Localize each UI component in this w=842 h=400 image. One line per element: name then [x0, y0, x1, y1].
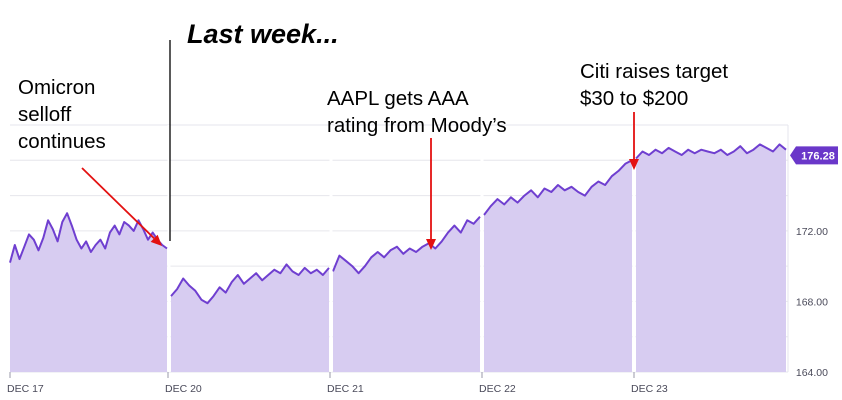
line-segment-dec-23 — [635, 143, 787, 160]
area-segment-dec-17 — [10, 213, 167, 372]
annotation-line: Omicron — [18, 76, 96, 99]
x-axis-ticks: DEC 17 DEC 20 DEC 21 DEC 22 DEC 23 — [7, 372, 668, 395]
annotation-line: $30 to $200 — [580, 87, 689, 110]
x-tick-label: DEC 20 — [165, 383, 202, 395]
price-area — [10, 144, 786, 372]
area-segment-dec-23 — [636, 144, 786, 372]
last-price-badge: 176.28 — [790, 146, 838, 165]
arrow-citi — [629, 112, 639, 170]
last-price-badge-shape — [790, 146, 838, 165]
annotation-citi: Citi raises target $30 to $200 — [580, 58, 728, 112]
arrow-shaft — [81, 167, 155, 239]
annotation-line: continues — [18, 130, 106, 153]
annotation-line: AAPL gets AAA — [327, 87, 469, 110]
arrow-head — [426, 239, 436, 250]
annotation-line: rating from Moody’s — [327, 114, 507, 137]
arrow-omicron — [81, 167, 162, 246]
x-tick-label: DEC 17 — [7, 383, 44, 395]
area-segment-dec-20 — [171, 264, 329, 372]
annotation-aapl: AAPL gets AAA rating from Moody’s — [327, 85, 507, 139]
x-tick-label: DEC 21 — [327, 383, 364, 395]
y-axis-ticks: 164.00 168.00 172.00 — [796, 226, 828, 379]
y-tick-label: 164.00 — [796, 367, 828, 379]
area-segment-dec-22 — [484, 160, 632, 372]
line-segment-dec-20 — [170, 263, 330, 305]
y-tick-label: 172.00 — [796, 226, 828, 238]
x-tick-label: DEC 23 — [631, 383, 668, 395]
annotation-line: Citi raises target — [580, 60, 729, 83]
arrow-head — [150, 234, 162, 246]
annotation-omicron: Omicron selloff continues — [18, 74, 106, 155]
arrow-aapl — [426, 138, 436, 250]
last-price-label: 176.28 — [801, 150, 835, 162]
y-tick-label: 168.00 — [796, 296, 828, 308]
line-segment-dec-22 — [483, 159, 633, 216]
x-tick-label: DEC 22 — [479, 383, 516, 395]
line-segment-dec-21 — [332, 216, 481, 275]
annotation-line: selloff — [18, 103, 72, 126]
area-segment-dec-21 — [333, 216, 480, 372]
arrow-head — [629, 159, 639, 170]
annotation-arrows — [81, 112, 639, 250]
chart-heading: Last week... — [187, 19, 339, 49]
